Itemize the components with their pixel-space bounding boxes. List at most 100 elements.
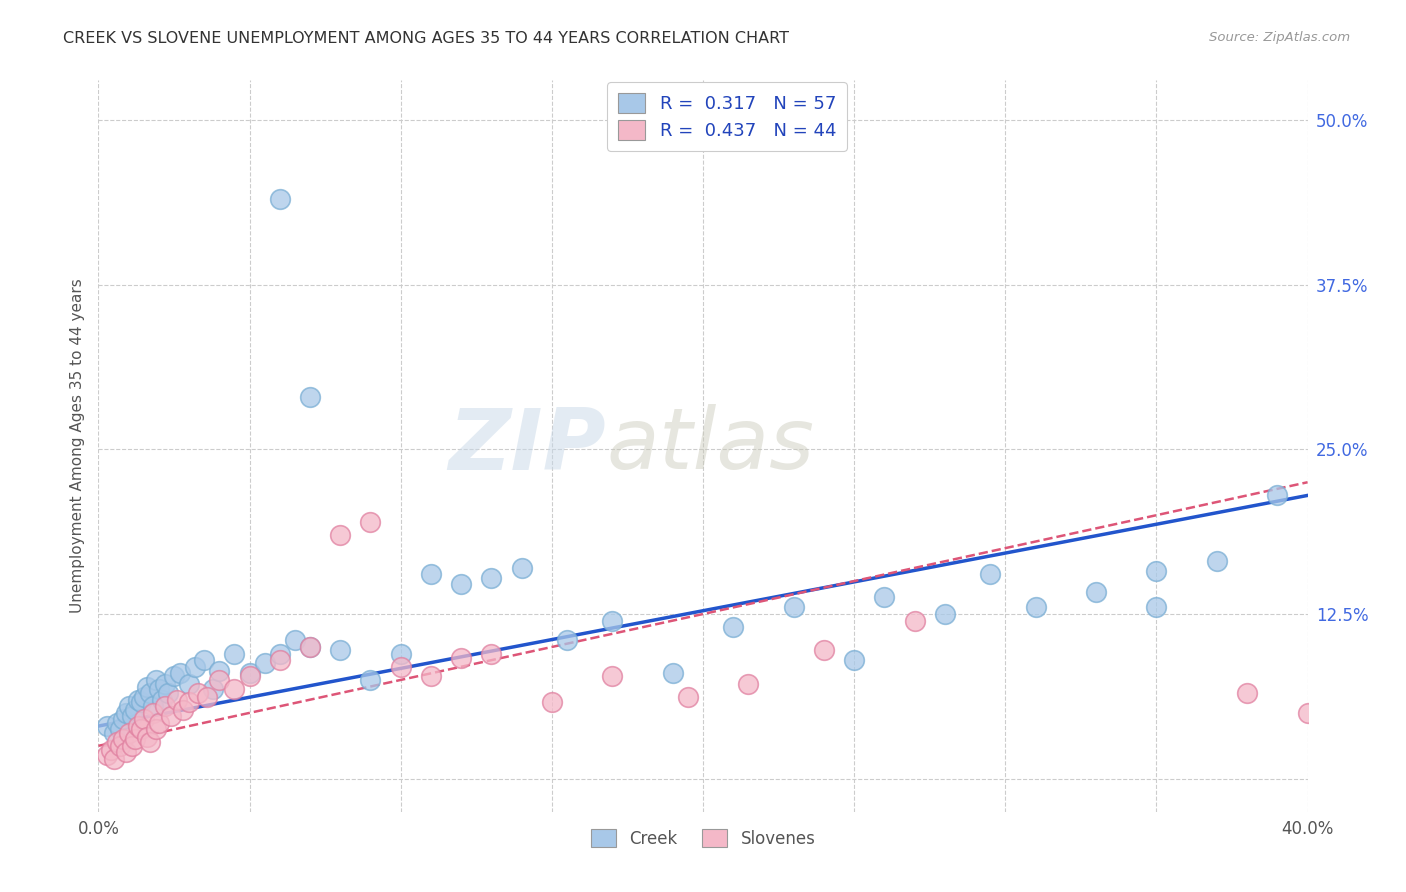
Point [108,722,131,736]
Point [844,653,866,667]
Point [329,528,352,542]
Point [540,695,562,709]
Point [111,732,134,747]
Point [873,590,896,604]
Point [139,735,162,749]
Legend: Creek, Slovenes: Creek, Slovenes [583,822,823,855]
Point [360,515,382,529]
Point [124,732,146,747]
Point [153,677,176,691]
Point [105,716,128,731]
Point [187,686,209,700]
Y-axis label: Unemployment Among Ages 35 to 44 years: Unemployment Among Ages 35 to 44 years [69,278,84,614]
Point [160,708,183,723]
Point [132,713,155,727]
Point [208,673,231,687]
Point [783,600,806,615]
Point [148,716,170,731]
Point [100,743,122,757]
Point [723,620,745,634]
Point [139,686,162,700]
Point [129,695,152,709]
Point [1144,564,1167,578]
Point [156,686,179,700]
Point [129,722,152,736]
Point [389,659,412,673]
Point [124,703,146,717]
Point [510,561,533,575]
Point [450,576,472,591]
Text: CREEK VS SLOVENE UNEMPLOYMENT AMONG AGES 35 TO 44 YEARS CORRELATION CHART: CREEK VS SLOVENE UNEMPLOYMENT AMONG AGES… [63,31,789,46]
Point [329,642,352,657]
Point [239,666,262,681]
Point [135,730,157,744]
Point [555,633,578,648]
Point [1267,488,1289,502]
Point [145,673,167,687]
Point [208,664,231,678]
Point [135,680,157,694]
Point [179,677,201,691]
Point [602,614,624,628]
Text: ZIP: ZIP [449,404,606,488]
Point [118,699,141,714]
Point [737,677,759,691]
Point [239,669,262,683]
Point [127,692,149,706]
Point [420,567,443,582]
Point [1144,600,1167,615]
Point [269,653,291,667]
Point [121,739,143,753]
Text: Source: ZipAtlas.com: Source: ZipAtlas.com [1209,31,1350,45]
Point [299,640,322,654]
Point [103,725,125,739]
Point [602,669,624,683]
Point [132,690,155,704]
Point [148,682,170,697]
Point [676,690,699,704]
Point [114,706,136,720]
Point [979,567,1001,582]
Point [105,735,128,749]
Point [934,607,956,621]
Point [450,650,472,665]
Point [1085,584,1108,599]
Point [103,752,125,766]
Point [202,682,225,697]
Point [284,633,307,648]
Point [169,666,191,681]
Point [153,699,176,714]
Point [269,647,291,661]
Point [269,192,291,206]
Point [108,739,131,753]
Point [142,706,165,720]
Point [1206,554,1229,568]
Point [179,695,201,709]
Point [96,719,118,733]
Point [172,703,194,717]
Point [299,640,322,654]
Point [389,647,412,661]
Point [224,647,246,661]
Point [195,690,218,704]
Point [904,614,927,628]
Point [111,713,134,727]
Point [360,673,382,687]
Point [163,669,186,683]
Point [481,647,503,661]
Point [118,725,141,739]
Point [184,659,207,673]
Point [121,708,143,723]
Point [96,747,118,762]
Point [1236,686,1258,700]
Point [145,722,167,736]
Point [1296,706,1319,720]
Point [127,719,149,733]
Point [193,653,215,667]
Point [813,642,835,657]
Point [253,656,276,670]
Point [1024,600,1046,615]
Text: atlas: atlas [606,404,814,488]
Point [661,666,683,681]
Point [481,571,503,585]
